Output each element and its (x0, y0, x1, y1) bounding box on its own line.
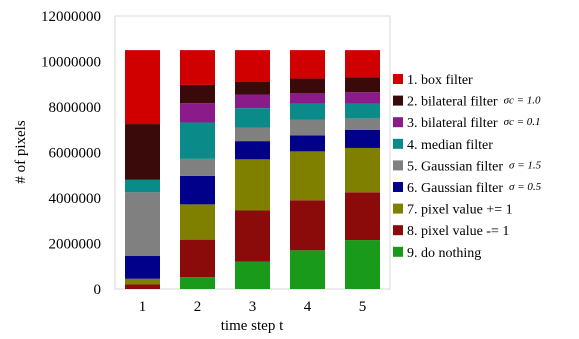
bar-segment (235, 261, 270, 289)
x-tick-label: 2 (194, 299, 202, 315)
x-tick-label: 3 (249, 299, 257, 315)
bar-segment (235, 159, 270, 211)
legend-item: 4. median filter (393, 138, 493, 153)
bar-segment (180, 204, 215, 240)
legend-label: 1. box filter (407, 73, 473, 88)
bar-segment (345, 147, 380, 193)
y-tick-label: 0 (94, 282, 102, 298)
y-axis-ticks: 0 2000000 4000000 6000000 8000000 10000000 120… (41, 9, 101, 298)
bar-segment (290, 78, 325, 94)
y-axis-title: # of pixels (13, 120, 29, 183)
bar-segment (180, 103, 215, 123)
bar-segment (345, 77, 380, 93)
legend-label: 4. median filter (407, 138, 493, 153)
legend-swatch (393, 117, 403, 128)
bar-segment (180, 50, 215, 85)
bar-segment (290, 93, 325, 104)
legend-sublabel: σ = 1.5 (509, 159, 542, 171)
legend-swatch (393, 246, 403, 257)
bar-segment (125, 124, 160, 180)
legend-label: 5. Gaussian filter (407, 159, 503, 174)
bar-segment (235, 81, 270, 95)
legend-item: 8. pixel value -= 1 (393, 224, 509, 239)
bar-segment (345, 192, 380, 241)
x-tick-label: 5 (359, 299, 367, 315)
bar-segment (290, 103, 325, 120)
x-axis-title: time step t (221, 318, 284, 334)
bar-segment (345, 129, 380, 148)
legend: 1. box filter 2. bilateral filter σc = 1.0… (393, 73, 542, 261)
bar-segment (180, 122, 215, 159)
legend-sublabel: σc = 0.1 (504, 116, 541, 128)
legend-label: 7. pixel value += 1 (407, 203, 513, 218)
legend-swatch (393, 160, 403, 171)
legend-swatch (393, 203, 403, 214)
bar-segment (290, 50, 325, 79)
bar-segment (235, 50, 270, 82)
bar-segment (290, 200, 325, 251)
y-tick-label: 8000000 (49, 100, 102, 116)
bar-segment (290, 151, 325, 201)
bar-segment (345, 50, 380, 78)
x-tick-label: 1 (139, 299, 147, 315)
bar-segment (345, 92, 380, 104)
y-tick-label: 4000000 (49, 191, 102, 207)
bar-segment (235, 210, 270, 262)
legend-item: 2. bilateral filter σc = 1.0 (393, 95, 541, 110)
bar-segment (290, 135, 325, 152)
bar-segment (290, 119, 325, 136)
bar-segment (180, 84, 215, 104)
legend-sublabel: σc = 1.0 (504, 95, 541, 107)
bar-segment (345, 240, 380, 289)
legend-sublabel: σ = 0.5 (509, 181, 542, 193)
bar-segment (180, 277, 215, 289)
bar-segment (180, 239, 215, 278)
y-tick-label: 6000000 (49, 146, 102, 162)
bar-segment (235, 108, 270, 128)
legend-item: 1. box filter (393, 73, 473, 88)
legend-label: 2. bilateral filter (407, 95, 498, 110)
legend-swatch (393, 225, 403, 236)
y-tick-label: 10000000 (41, 55, 101, 71)
legend-item: 7. pixel value += 1 (393, 203, 513, 218)
legend-label: 6. Gaussian filter (407, 181, 503, 196)
bars (125, 50, 380, 289)
y-tick-label: 2000000 (49, 237, 102, 253)
legend-swatch (393, 74, 403, 84)
bar-segment (345, 118, 380, 130)
bar-segment (125, 192, 160, 257)
legend-label: 3. bilateral filter (407, 116, 498, 131)
legend-item: 6. Gaussian filter σ = 0.5 (393, 181, 542, 196)
bar-segment (235, 141, 270, 160)
bar-segment (290, 250, 325, 289)
bar-segment (125, 50, 160, 125)
bar-segment (125, 256, 160, 279)
legend-swatch (393, 182, 403, 192)
bar-segment (125, 284, 160, 289)
bar-segment (125, 278, 160, 285)
x-tick-label: 4 (304, 299, 312, 315)
x-axis-ticks: 1 2 3 4 5 (139, 299, 367, 315)
bar-segment (235, 127, 270, 142)
legend-swatch (393, 95, 403, 106)
legend-item: 5. Gaussian filter σ = 1.5 (393, 159, 542, 174)
legend-item: 3. bilateral filter σc = 0.1 (393, 116, 541, 131)
legend-item: 9. do nothing (393, 246, 481, 261)
y-tick-label: 12000000 (41, 9, 101, 25)
legend-swatch (393, 138, 403, 149)
legend-label: 9. do nothing (407, 246, 481, 261)
bar-segment (180, 158, 215, 176)
bar-segment (125, 179, 160, 193)
bar-segment (235, 94, 270, 109)
bar-segment (345, 103, 380, 119)
bar-segment (180, 175, 215, 205)
legend-label: 8. pixel value -= 1 (407, 224, 509, 239)
